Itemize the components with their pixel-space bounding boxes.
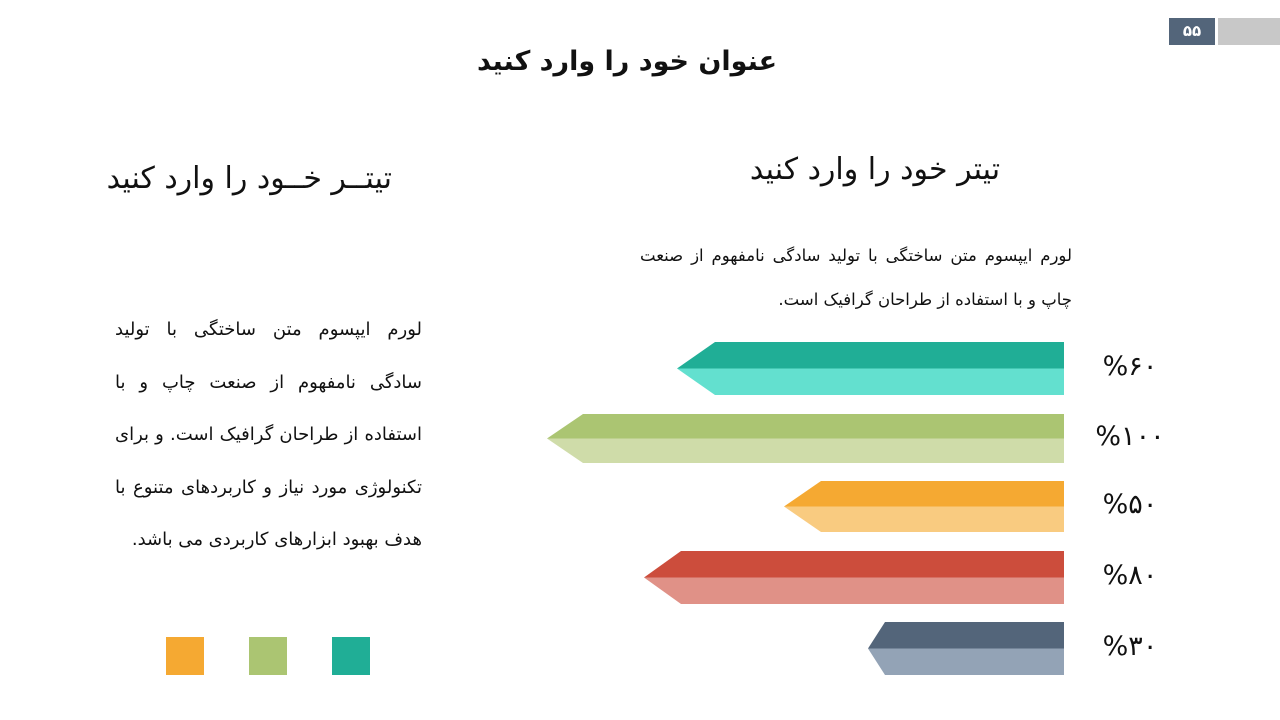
bar-top-face bbox=[644, 551, 1064, 578]
color-swatch-green bbox=[249, 637, 287, 675]
bar-top-face bbox=[677, 342, 1064, 369]
bar-100 bbox=[547, 414, 1064, 463]
bar-bottom-face bbox=[644, 577, 1064, 604]
bar-value-label: %۳۰ bbox=[1102, 630, 1158, 662]
bar-top-face bbox=[547, 414, 1064, 439]
left-column-title: تیتــر خــود را وارد کنید bbox=[106, 161, 392, 196]
bar-top-face bbox=[784, 481, 1064, 507]
right-column-text: لورم ایپسوم متن ساختگی با تولید سادگی نا… bbox=[640, 246, 1072, 309]
page-number-badge: ۵۵ bbox=[1169, 18, 1215, 45]
bar-bottom-face bbox=[784, 506, 1064, 532]
page-number-bar bbox=[1218, 18, 1280, 45]
bar-bottom-face bbox=[868, 648, 1064, 675]
page-title: عنوان خود را وارد کنید bbox=[476, 46, 778, 77]
bar-value-label: %۸۰ bbox=[1102, 559, 1158, 591]
bar-50 bbox=[784, 481, 1064, 532]
left-column-text: لورم ایپسوم متن ساختگی با تولید سادگی نا… bbox=[115, 319, 422, 550]
bar-60 bbox=[677, 342, 1064, 395]
right-column-title: تیتر خود را وارد کنید bbox=[749, 152, 1001, 187]
color-swatch-teal bbox=[332, 637, 370, 675]
bar-80 bbox=[644, 551, 1064, 604]
bar-value-label: %۱۰۰ bbox=[1095, 420, 1165, 452]
bar-bottom-face bbox=[547, 438, 1064, 463]
bar-value-label: %۶۰ bbox=[1102, 350, 1158, 382]
bar-top-face bbox=[868, 622, 1064, 649]
bar-bottom-face bbox=[677, 368, 1064, 395]
bar-30 bbox=[868, 622, 1064, 675]
color-swatch-orange bbox=[166, 637, 204, 675]
bar-value-label: %۵۰ bbox=[1102, 488, 1158, 520]
